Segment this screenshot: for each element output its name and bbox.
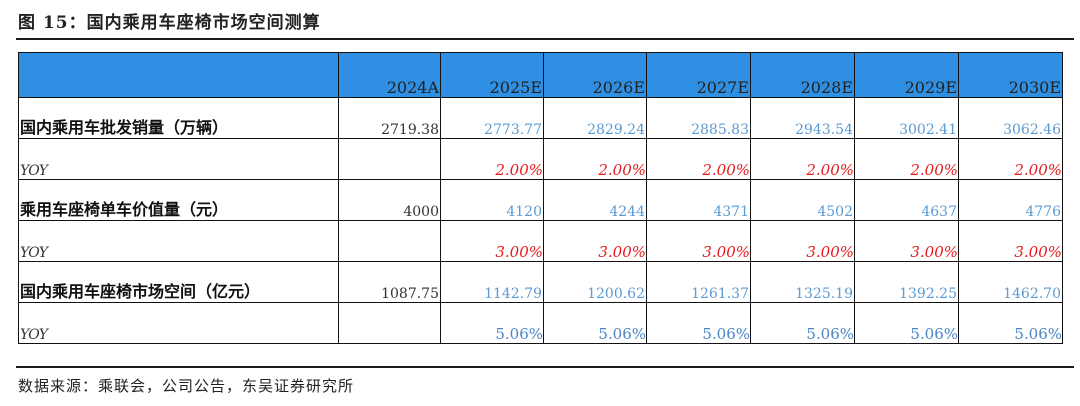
value-cell: 1142.79 (440, 261, 544, 303)
yoy-cell: 5.06% (543, 302, 647, 344)
figure-title: 图 15：国内乘用车座椅市场空间测算 (18, 13, 321, 33)
market-size-table: 2024A 2025E 2026E 2027E 2028E 2029E 2030… (18, 52, 1063, 344)
year-header: 2024A (338, 52, 441, 98)
yoy-cell (338, 220, 441, 262)
table-row: 乘用车座椅单车价值量（元） 4000 4120 4244 4371 4502 4637 477… (18, 179, 1063, 221)
yoy-cell (338, 138, 441, 180)
value-cell: 4000 (338, 179, 441, 221)
yoy-cell: 3.00% (958, 220, 1063, 262)
value-cell: 4776 (958, 179, 1063, 221)
table-row: YOY 2.00% 2.00% 2.00% 2.00% 2.00% 2.00% (18, 138, 1063, 180)
bottom-divider (16, 366, 1074, 368)
yoy-cell: 2.00% (646, 138, 751, 180)
yoy-label: YOY (18, 302, 339, 344)
yoy-cell: 5.06% (646, 302, 751, 344)
value-cell: 1200.62 (543, 261, 647, 303)
value-cell: 4371 (646, 179, 751, 221)
value-cell: 3002.41 (854, 97, 959, 139)
value-cell: 4502 (750, 179, 855, 221)
header-corner (18, 52, 339, 98)
yoy-cell: 3.00% (440, 220, 544, 262)
yoy-cell: 2.00% (750, 138, 855, 180)
yoy-cell: 5.06% (958, 302, 1063, 344)
yoy-label: YOY (18, 220, 339, 262)
value-cell: 1087.75 (338, 261, 441, 303)
value-cell: 4637 (854, 179, 959, 221)
yoy-cell: 3.00% (543, 220, 647, 262)
table-row: 国内乘用车批发销量（万辆） 2719.38 2773.77 2829.24 2885.8… (18, 97, 1063, 139)
yoy-cell: 3.00% (646, 220, 751, 262)
value-cell: 1261.37 (646, 261, 751, 303)
value-cell: 2943.54 (750, 97, 855, 139)
value-cell: 2829.24 (543, 97, 647, 139)
table-row: YOY 3.00% 3.00% 3.00% 3.00% 3.00% 3.00% (18, 220, 1063, 262)
value-cell: 2885.83 (646, 97, 751, 139)
title-divider (16, 38, 1074, 40)
year-header: 2025E (440, 52, 544, 98)
header-row: 2024A 2025E 2026E 2027E 2028E 2029E 2030… (18, 52, 1063, 98)
value-cell: 2719.38 (338, 97, 441, 139)
value-cell: 2773.77 (440, 97, 544, 139)
yoy-cell: 3.00% (854, 220, 959, 262)
year-header: 2029E (854, 52, 959, 98)
value-cell: 1392.25 (854, 261, 959, 303)
value-cell: 1462.70 (958, 261, 1063, 303)
year-header: 2028E (750, 52, 855, 98)
yoy-label: YOY (18, 138, 339, 180)
row-label: 乘用车座椅单车价值量（元） (18, 179, 339, 221)
yoy-cell: 5.06% (440, 302, 544, 344)
year-header: 2030E (958, 52, 1063, 98)
source-note: 数据来源：乘联会，公司公告，东吴证券研究所 (18, 377, 355, 395)
yoy-cell: 2.00% (958, 138, 1063, 180)
yoy-cell: 3.00% (750, 220, 855, 262)
value-cell: 3062.46 (958, 97, 1063, 139)
row-label: 国内乘用车座椅市场空间（亿元） (18, 261, 339, 303)
table-row: YOY 5.06% 5.06% 5.06% 5.06% 5.06% 5.06% (18, 302, 1063, 344)
value-cell: 4120 (440, 179, 544, 221)
table-row: 国内乘用车座椅市场空间（亿元） 1087.75 1142.79 1200.62 1261… (18, 261, 1063, 303)
yoy-cell: 5.06% (750, 302, 855, 344)
yoy-cell: 2.00% (440, 138, 544, 180)
yoy-cell (338, 302, 441, 344)
year-header: 2026E (543, 52, 647, 98)
yoy-cell: 2.00% (854, 138, 959, 180)
value-cell: 1325.19 (750, 261, 855, 303)
year-header: 2027E (646, 52, 751, 98)
yoy-cell: 5.06% (854, 302, 959, 344)
value-cell: 4244 (543, 179, 647, 221)
row-label: 国内乘用车批发销量（万辆） (18, 97, 339, 139)
yoy-cell: 2.00% (543, 138, 647, 180)
